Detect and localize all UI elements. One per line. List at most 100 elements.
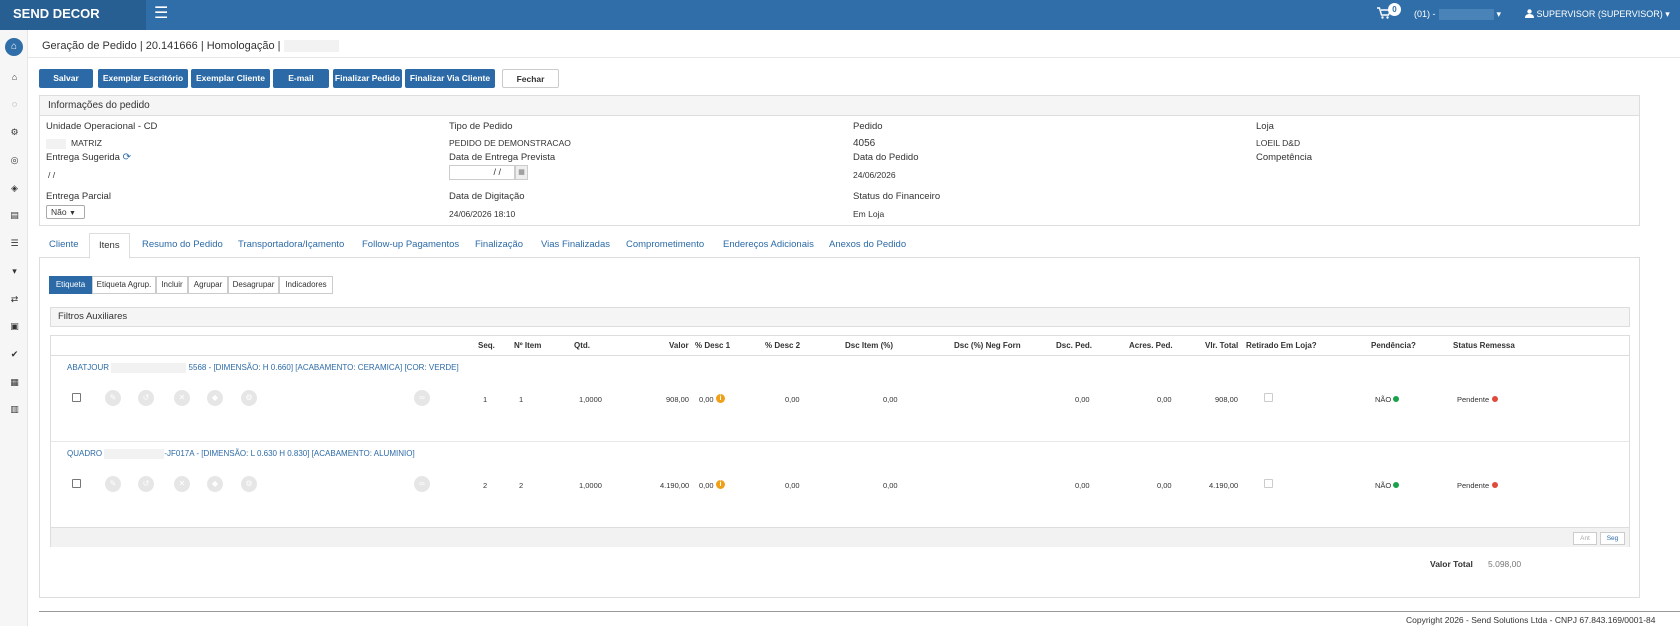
col-total[interactable]: Vlr. Total [1205,341,1239,350]
exchange-icon[interactable]: ⇄ [10,294,19,304]
items-content [39,258,1640,598]
cell-pending: NÃO [1375,481,1392,490]
tab-enderecos[interactable]: Endereços Adicionais [723,239,814,250]
finish-order-button[interactable]: Finalizar Pedido [333,69,402,88]
tab-vias[interactable]: Vias Finalizadas [541,239,611,250]
tab-anexos[interactable]: Anexos do Pedido [829,239,907,250]
withdrawn-checkbox[interactable] [1264,479,1273,488]
link-icon[interactable]: ∞ [414,476,430,492]
col-item-no[interactable]: Nº Item [514,341,542,350]
col-pending[interactable]: Pendência? [1371,341,1416,350]
cube-icon[interactable]: ◈ [11,183,18,193]
check-icon[interactable]: ✔ [10,349,19,359]
order-tabs [39,233,1640,258]
store-selector[interactable]: (01) - ▾ [1414,9,1501,21]
refresh-icon[interactable]: ⟳ [122,152,131,163]
row-select-checkbox[interactable] [72,479,81,488]
finish-via-client-button[interactable]: Finalizar Via Cliente [405,69,495,88]
email-button[interactable]: E-mail [273,69,329,88]
col-seq[interactable]: Seq. [478,341,495,350]
row-divider [51,441,1629,442]
col-acres-ped[interactable]: Acres. Ped. [1129,341,1173,350]
tag-icon[interactable]: ◆ [207,476,223,492]
history-icon[interactable]: ↺ [138,390,154,406]
tag-icon[interactable]: ◆ [207,390,223,406]
edit-icon[interactable]: ✎ [105,390,121,406]
link-icon[interactable]: ∞ [414,390,430,406]
total-label: Valor Total [1430,559,1473,569]
cell-value: 4.190,00 [660,481,690,490]
cell-qty: 1,0000 [579,481,602,490]
spinner-icon[interactable]: ◌ [11,99,18,109]
cell-desc1: 0,00 [699,481,714,490]
save-button[interactable]: Salvar [39,69,93,88]
home-icon[interactable]: ⌂ [11,72,18,82]
info-icon[interactable]: i [716,480,725,489]
user-menu[interactable]: SUPERVISOR (SUPERVISOR) ▾ [1525,9,1670,20]
include-button[interactable]: Incluir [156,276,188,294]
copy-client-button[interactable]: Exemplar Cliente [191,69,270,88]
logo-icon[interactable]: ⌂ [5,38,23,56]
item-description[interactable]: QUADRO -JF017A - [DIMENSÃO: L 0.630 H 0.… [67,449,415,459]
col-desc1[interactable]: % Desc 1 [695,341,731,350]
item-name: ABATJOUR [67,363,110,373]
ok-status-dot [1393,396,1399,402]
brand-logo[interactable]: SEND DECOR [0,0,146,30]
col-value[interactable]: Valor [669,341,689,350]
tab-resumo[interactable]: Resumo do Pedido [142,239,223,250]
tab-followup[interactable]: Follow-up Pagamentos [362,239,460,250]
copy-office-button[interactable]: Exemplar Escritório [98,69,188,88]
info-icon[interactable]: i [716,394,725,403]
tab-comprometimento[interactable]: Comprometimento [626,239,705,250]
group-label-button[interactable]: Etiqueta Agrup. [92,276,156,294]
typed-date-value: 24/06/2026 18:10 [449,209,516,219]
store-prefix: (01) - [1414,9,1436,19]
label-button[interactable]: Etiqueta [49,276,92,294]
tab-itens[interactable]: Itens [89,233,130,259]
target-icon[interactable]: ◎ [10,155,19,165]
indicators-button[interactable]: Indicadores [279,276,333,294]
chart-icon[interactable]: ▥ [10,404,19,414]
settings-icon[interactable]: ⚙ [241,390,257,406]
cogs-icon[interactable]: ⚙ [10,127,19,137]
calendar-icon[interactable]: ▦ [515,165,528,180]
item-description[interactable]: ABATJOUR 5568 - [DIMENSÃO: H 0.660] [ACA… [67,363,459,373]
prev-page-button[interactable]: Ant [1573,532,1597,545]
edit-icon[interactable]: ✎ [105,476,121,492]
cell-dsc-ped: 0,00 [1075,481,1090,490]
col-withdrawn[interactable]: Retirado Em Loja? [1246,341,1317,350]
withdrawn-checkbox[interactable] [1264,393,1273,402]
col-desc2[interactable]: % Desc 2 [765,341,801,350]
partial-delivery-select[interactable]: Não ▼ [46,205,85,219]
col-dsc-item[interactable]: Dsc Item (%) [845,341,894,350]
col-dsc-neg[interactable]: Dsc (%) Neg Forn [954,341,1021,350]
breadcrumb-text: Geração de Pedido | 20.141666 | Homologa… [42,40,281,52]
settings-icon[interactable]: ⚙ [241,476,257,492]
tab-transportadora[interactable]: Transportadora/Içamento [238,239,345,250]
briefcase-icon[interactable]: ▣ [10,321,19,331]
cart-icon[interactable]: ▾ [12,266,17,276]
row-select-checkbox[interactable] [72,393,81,402]
ungroup-button[interactable]: Desagrupar [228,276,279,294]
menu-toggle-icon[interactable]: ☰ [154,5,169,22]
next-page-button[interactable]: Seg [1600,532,1625,545]
expected-delivery-input[interactable]: / / [449,165,515,180]
cell-total: 4.190,00 [1209,481,1239,490]
col-dsc-ped[interactable]: Dsc. Ped. [1056,341,1093,350]
cell-item-no: 2 [519,481,524,490]
aux-filters-header[interactable]: Filtros Auxiliares [50,307,1630,327]
qrcode-icon[interactable]: ▦ [10,377,19,387]
divider [28,57,1680,58]
col-status[interactable]: Status Remessa [1453,341,1515,350]
group-button[interactable]: Agrupar [188,276,228,294]
database-icon[interactable]: ▤ [10,210,19,220]
tab-finalizacao[interactable]: Finalização [475,239,524,250]
history-icon[interactable]: ↺ [138,476,154,492]
unit-label: Unidade Operacional - CD [46,121,158,132]
delete-icon[interactable]: ✕ [174,390,190,406]
delete-icon[interactable]: ✕ [174,476,190,492]
col-qty[interactable]: Qtd. [574,341,590,350]
close-button[interactable]: Fechar [502,69,559,88]
tab-cliente[interactable]: Cliente [49,239,79,250]
sliders-icon[interactable]: ☰ [10,238,19,248]
